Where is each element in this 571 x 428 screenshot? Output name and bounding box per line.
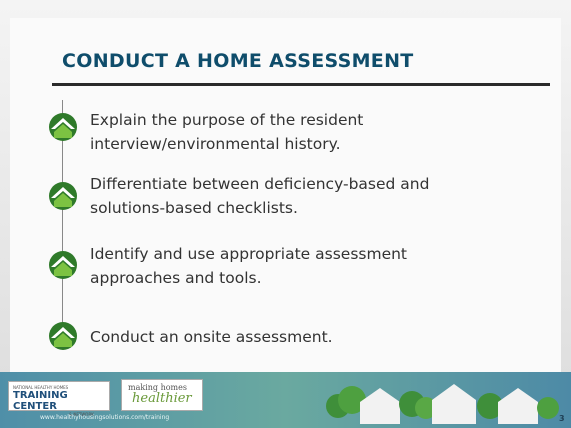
logo-text: making homes (128, 383, 187, 392)
bullet-text: Explain the purpose of the resident inte… (90, 111, 364, 153)
house-icon (49, 182, 77, 210)
training-center-logo: NATIONAL HEALTHY HOMES TRAINING CENTER &… (8, 381, 110, 417)
title-rule (52, 83, 550, 86)
content-panel (10, 18, 561, 372)
slide-title: CONDUCT A HOME ASSESSMENT (62, 50, 414, 72)
bullet-line (62, 100, 63, 340)
house-icon (49, 251, 77, 279)
logo-text: & NETWORK (69, 412, 94, 417)
footer-url: www.healthyhousingsolutions.com/training (40, 414, 170, 421)
bullet-text: Conduct an onsite assessment. (90, 328, 333, 346)
houses-decoration (326, 384, 559, 424)
bullet-text: Differentiate between deficiency-based a… (90, 175, 430, 217)
healthier-logo: making homes healthier (121, 379, 203, 411)
bullet-text: Identify and use appropriate assessment … (90, 245, 408, 287)
house-icon (49, 322, 77, 350)
logo-text: NATIONAL HEALTHY HOMES (13, 385, 69, 390)
house-icon (49, 113, 77, 141)
logo-text: TRAINING CENTER (13, 390, 68, 412)
page-number: 3 (559, 414, 565, 423)
logo-text: healthier (132, 391, 192, 406)
